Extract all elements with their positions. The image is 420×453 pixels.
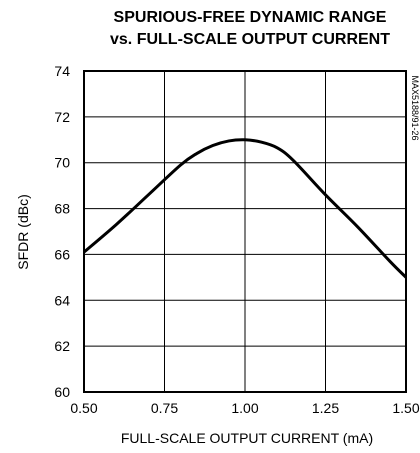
x-tick-label: 1.25: [312, 400, 339, 416]
x-tick-labels: 0.50 0.75 1.00 1.25 1.50: [70, 400, 419, 416]
y-tick-label: 62: [54, 338, 70, 354]
y-tick-label: 72: [54, 109, 70, 125]
x-tick-label: 1.00: [231, 400, 258, 416]
y-tick-labels: 60 62 64 66 68 70 72 74: [54, 63, 70, 400]
y-tick-label: 60: [54, 384, 70, 400]
x-tick-label: 1.50: [392, 400, 419, 416]
x-axis-label: FULL-SCALE OUTPUT CURRENT (mA): [121, 430, 373, 446]
y-tick-label: 70: [54, 155, 70, 171]
plot-frame: [83, 70, 407, 393]
x-tick-label: 0.50: [70, 400, 97, 416]
y-tick-label: 68: [54, 201, 70, 217]
y-tick-label: 64: [54, 292, 70, 308]
chart-title-line1: SPURIOUS-FREE DYNAMIC RANGE: [114, 9, 387, 26]
chart-title-line2: vs. FULL-SCALE OUTPUT CURRENT: [110, 31, 390, 48]
x-tick-label: 0.75: [151, 400, 178, 416]
y-axis-label: SFDR (dBc): [15, 194, 31, 269]
series-line: [83, 138, 408, 279]
part-number-label: MAX5188/91-26: [410, 75, 420, 140]
y-tick-label: 66: [54, 246, 70, 262]
grid: [84, 71, 406, 392]
y-tick-label: 74: [54, 63, 70, 79]
